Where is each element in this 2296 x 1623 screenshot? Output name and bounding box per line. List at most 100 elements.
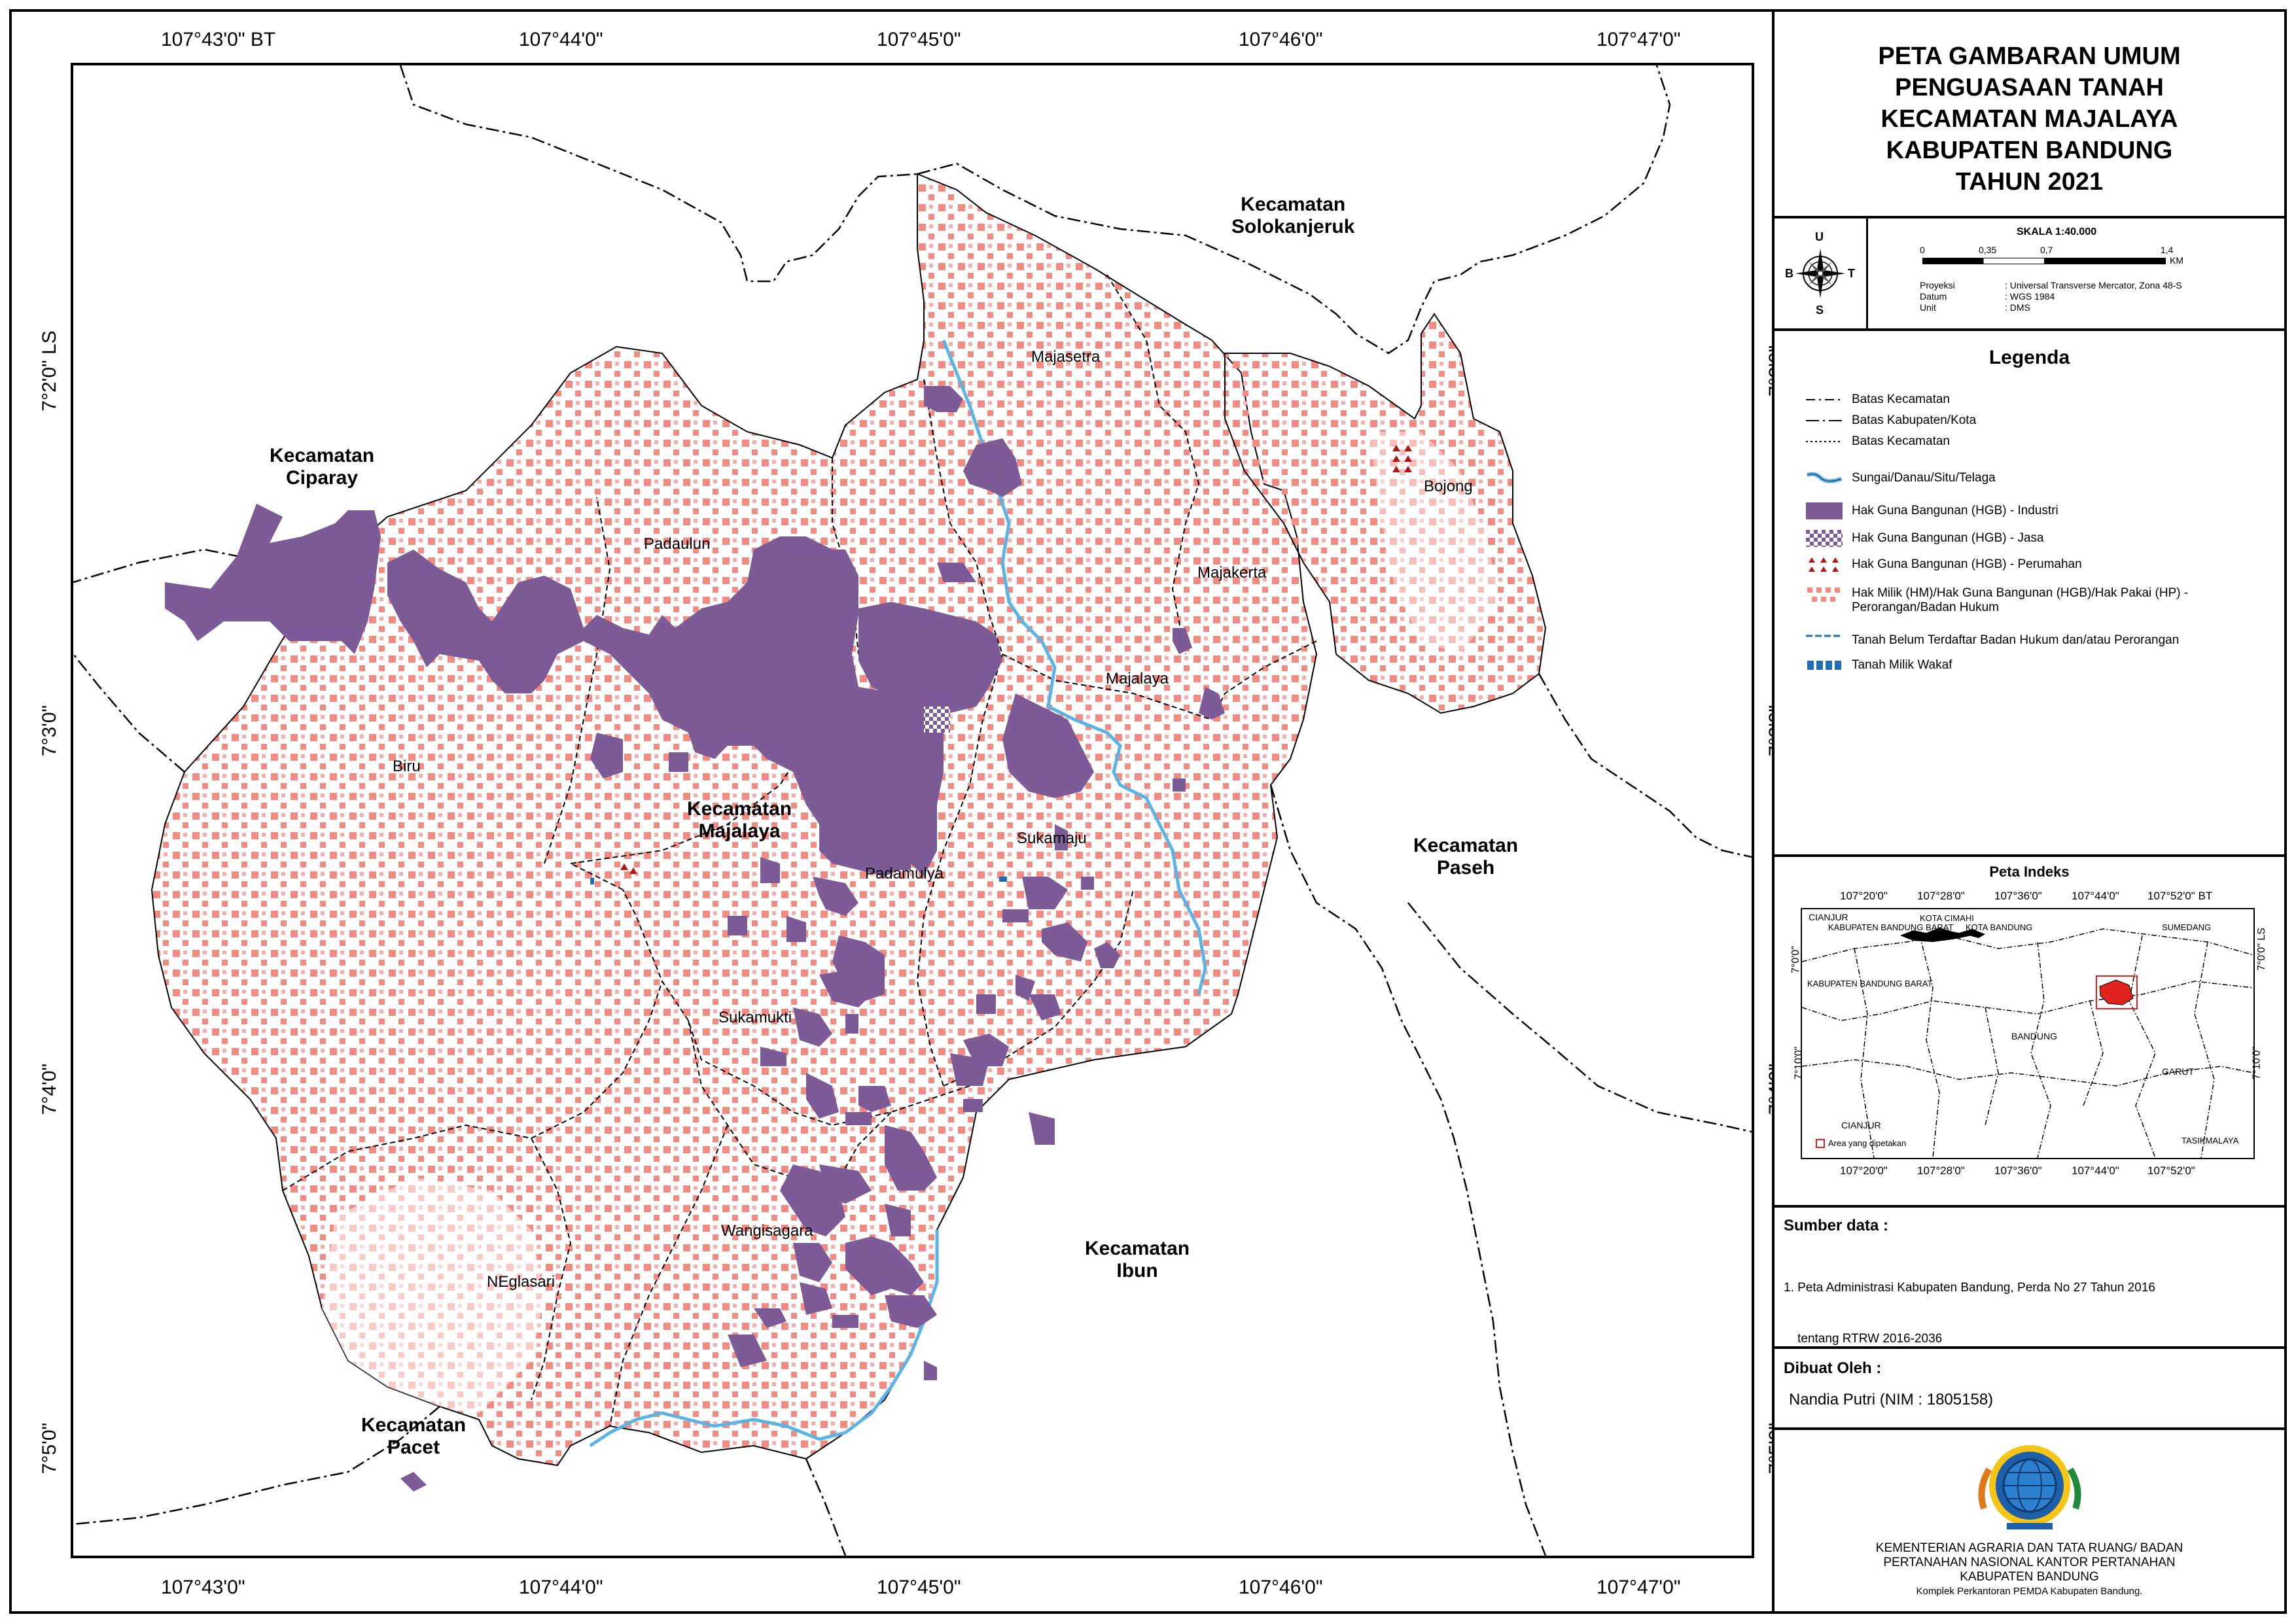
- source-item: tentang RTRW 2016-2036: [1784, 1332, 1943, 1346]
- bottom-lon-label: 107°43'0": [161, 1577, 245, 1598]
- left-lat-label: 7°2'0" LS: [39, 330, 60, 411]
- index-place-label: SUMEDANG: [2162, 922, 2212, 932]
- index-map-title: Peta Indeks: [1989, 864, 2070, 880]
- district-label-ciparay: Kecamatan Ciparay: [270, 445, 375, 489]
- left-lat-label: 7°3'0": [39, 705, 60, 757]
- bottom-lon-label: 107°45'0": [877, 1577, 961, 1598]
- hgb-perumahan-parcels: [620, 445, 1412, 874]
- index-left-lat: 7°10'0": [1793, 1046, 1805, 1080]
- agency-line: KEMENTERIAN AGRARIA DAN TATA RUANG/ BADA…: [1875, 1541, 2183, 1555]
- scale-tick: 0: [1920, 245, 1925, 255]
- legend-line-symbol: [1806, 420, 1843, 421]
- top-lon-label: 107°43'0" BT: [161, 29, 276, 50]
- index-place-label: KOTA BANDUNG: [1966, 922, 2033, 932]
- scale-panel: U S B T SKALA 1:40.000 0 0,35 0,7 1,4 KM…: [1772, 216, 2287, 331]
- agency-address: Komplek Perkantoran PEMDA Kabupaten Band…: [1916, 1586, 2143, 1597]
- scale-tick: 0,35: [1979, 245, 1997, 255]
- village-label-wangisagara: Wangisagara: [721, 1222, 813, 1240]
- legend-panel: Legenda Batas Kecamatan Batas Kabupaten/…: [1772, 328, 2287, 858]
- compass-south-label: S: [1816, 304, 1824, 317]
- compass-rose-icon: [1795, 249, 1845, 298]
- top-lon-label: 107°47'0": [1597, 29, 1681, 50]
- index-place-label: BANDUNG: [2011, 1031, 2058, 1041]
- compass-north-label: U: [1815, 230, 1824, 243]
- index-map-canvas: [1802, 928, 2253, 1158]
- index-map-panel: Peta Indeks 107°20'0" 107°28'0" 107°36'0…: [1772, 854, 2287, 1208]
- district-label-majalaya: Kecamatan Majalaya: [687, 798, 792, 842]
- main-map[interactable]: Kecamatan Solokanjeruk Kecamatan Ciparay K…: [71, 63, 1754, 1558]
- author-name: Nandia Putri (NIM : 1805158): [1789, 1391, 1994, 1408]
- legend-item: Batas Kabupaten/Kota: [1806, 412, 1976, 429]
- author-panel: Dibuat Oleh : Nandia Putri (NIM : 180515…: [1772, 1346, 2287, 1430]
- district-label-pacet: Kecamatan Pacet: [361, 1414, 467, 1458]
- index-right-lat: 7°0'0" LS: [2255, 928, 2267, 971]
- index-map[interactable]: CIANJUR KOTA CIMAHI KABUPATEN BANDUNG BA…: [1801, 908, 2255, 1159]
- district-label-ibun: Kecamatan Ibun: [1085, 1238, 1190, 1282]
- legend-perumahan-symbol: [1809, 557, 1839, 572]
- agency-line: KABUPATEN BANDUNG: [1960, 1570, 2099, 1584]
- legend-jasa-symbol: [1806, 530, 1843, 547]
- tanah-wakaf-parcels: [590, 877, 1007, 884]
- agency-line: PERTANAHAN NASIONAL KANTOR PERTANAHAN: [1883, 1556, 2176, 1569]
- author-heading: Dibuat Oleh :: [1784, 1359, 1882, 1377]
- bottom-lon-label: 107°46'0": [1239, 1577, 1323, 1598]
- map-canvas: [73, 65, 1752, 1556]
- top-lon-label: 107°46'0": [1239, 29, 1323, 50]
- scale-bar: [1922, 258, 2166, 264]
- legend-item: Batas Kecamatan: [1806, 433, 1950, 450]
- legend-item: Hak Guna Bangunan (HGB) - Jasa: [1806, 530, 2044, 547]
- bojong-area: [1224, 313, 1547, 714]
- legend-industri-symbol: [1806, 502, 1843, 519]
- village-label-sukamukti: Sukamukti: [718, 1009, 792, 1026]
- left-lat-label: 7°5'0": [39, 1422, 60, 1475]
- legend-item: Hak Milik (HM)/Hak Guna Bangunan (HGB)/H…: [1806, 586, 2188, 615]
- legend-item: Sungai/Danau/Situ/Telaga: [1806, 470, 1996, 487]
- legend-line-symbol: [1806, 441, 1843, 442]
- index-top-lon: 107°52'0" BT: [2147, 890, 2213, 902]
- scale-label: SKALA 1:40.000: [2017, 226, 2097, 237]
- index-left-lat: 7°0'0": [1790, 946, 1801, 973]
- legend-title: Legenda: [1988, 347, 2070, 368]
- index-bottom-lon: 107°52'0": [2147, 1164, 2195, 1177]
- map-title-line: KABUPATEN BANDUNG: [1886, 137, 2173, 164]
- sources-panel: Sumber data : 1. Peta Administrasi Kabup…: [1772, 1205, 2287, 1448]
- river-south: [589, 1230, 939, 1448]
- agency-panel: KEMENTERIAN AGRARIA DAN TATA RUANG/ BADA…: [1772, 1427, 2287, 1614]
- village-label-bojong: Bojong: [1424, 478, 1473, 495]
- bottom-lon-label: 107°47'0": [1597, 1577, 1681, 1598]
- index-place-label: CIANJUR: [1809, 912, 1848, 922]
- district-boundaries: [73, 65, 1752, 1556]
- map-title-line: TAHUN 2021: [1955, 168, 2104, 196]
- legend-item: Batas Kecamatan: [1806, 391, 1950, 408]
- scale-tick: 0,7: [2040, 245, 2053, 255]
- index-top-lon: 107°36'0": [1994, 890, 2042, 902]
- bottom-lon-label: 107°44'0": [519, 1577, 603, 1598]
- source-item: 1. Peta Administrasi Kabupaten Bandung, …: [1784, 1281, 2155, 1295]
- index-place-label: CIANJUR: [1841, 1120, 1881, 1130]
- village-label-padamulya: Padamulya: [865, 865, 944, 882]
- index-place-label: KABUPATEN BANDUNG BARAT: [1828, 922, 1954, 932]
- legend-wakaf-symbol: [1807, 661, 1841, 670]
- index-bottom-lon: 107°28'0": [1917, 1164, 1965, 1177]
- index-place-label: KABUPATEN BANDUNG BARAT: [1807, 979, 1933, 988]
- index-place-label: TASIKMALAYA: [2181, 1136, 2239, 1145]
- compass: U S B T: [1775, 218, 1868, 328]
- legend-belum-terdaftar-symbol: [1806, 635, 1843, 637]
- village-label-majasetra: Majasetra: [1031, 348, 1101, 366]
- projection-info: Proyeksi: Universal Transverse Mercator,…: [1920, 280, 2182, 313]
- top-lon-label: 107°45'0": [877, 29, 961, 50]
- hgb-jasa-parcel: [924, 707, 950, 733]
- scale-unit: KM: [2170, 255, 2183, 266]
- village-label-neglasari: NEglasari: [487, 1273, 556, 1291]
- index-bottom-lon: 107°44'0": [2072, 1164, 2119, 1177]
- hgb-industri-parcels: [165, 386, 1225, 1492]
- index-top-lon: 107°44'0": [2072, 890, 2119, 902]
- index-bottom-lon: 107°20'0": [1840, 1164, 1888, 1177]
- village-label-sukamaju: Sukamaju: [1017, 829, 1087, 847]
- sources-heading: Sumber data :: [1784, 1217, 1889, 1234]
- legend-river-symbol: [1807, 472, 1843, 483]
- index-top-lon: 107°28'0": [1917, 890, 1965, 902]
- compass-east-label: T: [1848, 267, 1855, 280]
- scale-tick: 1,4: [2161, 245, 2174, 255]
- legend-item: Hak Guna Bangunan (HGB) - Industri: [1806, 502, 2058, 519]
